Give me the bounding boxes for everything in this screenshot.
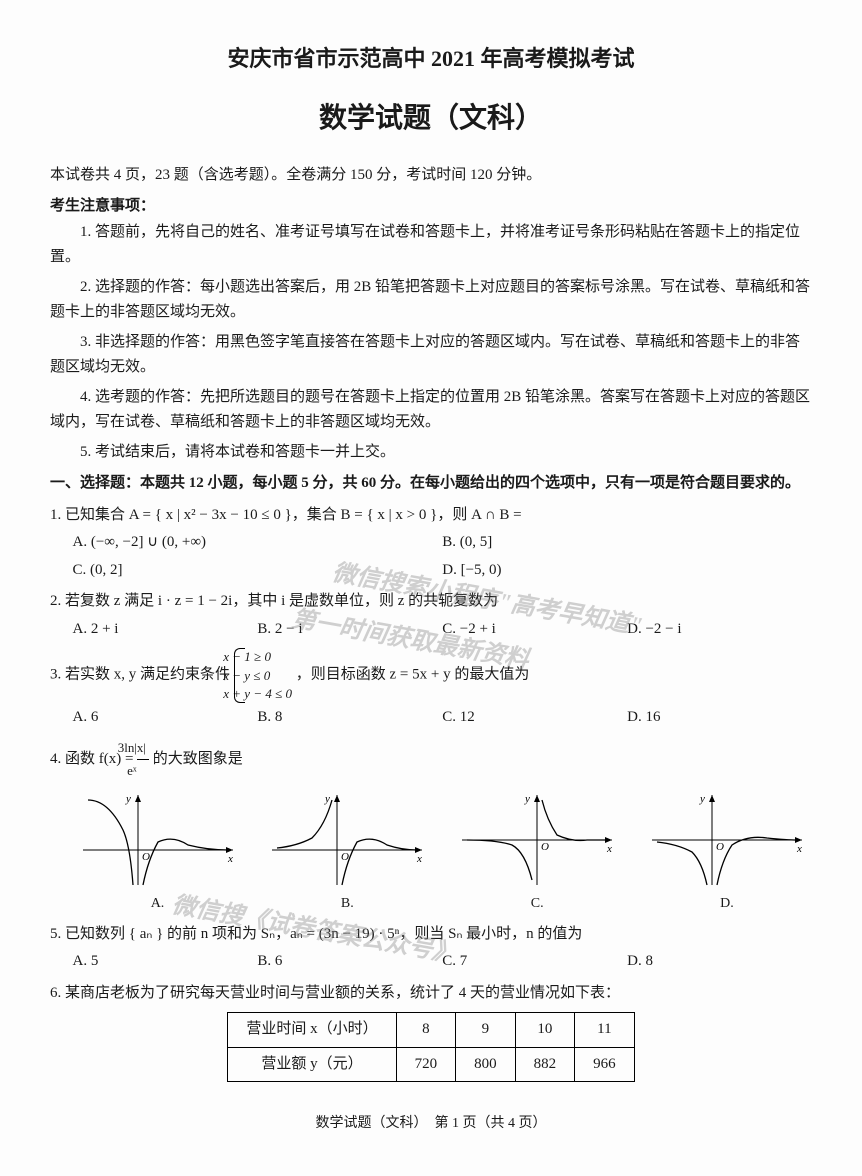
q3-stem: 3. 若实数 x, y 满足约束条件 x − 1 ≥ 0 x − y ≤ 0 x… xyxy=(50,648,812,703)
q4-label-c: C. xyxy=(452,892,622,916)
q2-stem: 2. 若复数 z 满足 i · z = 1 − 2i，其中 i 是虚数单位，则 … xyxy=(50,589,812,615)
question-6: 6. 某商店老板为了研究每天营业时间与营业额的关系，统计了 4 天的营业情况如下… xyxy=(50,981,812,1083)
svg-text:x: x xyxy=(606,843,612,855)
instruction-4: 4. 选考题的作答：先把所选题目的题号在答题卡上指定的位置用 2B 铅笔涂黑。答… xyxy=(50,385,812,436)
q6-x-1: 9 xyxy=(456,1013,516,1048)
q3-constraint-2: x − y ≤ 0 xyxy=(246,667,292,685)
q2-option-a: A. 2 + i xyxy=(73,617,258,643)
q4-label-b: B. xyxy=(262,892,432,916)
q5-option-a: A. 5 xyxy=(73,949,258,975)
q4-graph-d: O x y D. xyxy=(642,790,812,916)
q4-fraction: 3ln|x| eˣ xyxy=(137,737,149,782)
q6-y-2: 882 xyxy=(515,1047,575,1082)
q4-frac-num: 3ln|x| xyxy=(137,737,149,760)
q6-table-row-x: 营业时间 x（小时） 8 9 10 11 xyxy=(228,1013,634,1048)
instruction-2: 2. 选择题的作答：每小题选出答案后，用 2B 铅笔把答题卡上对应题目的答案标号… xyxy=(50,275,812,326)
svg-text:y: y xyxy=(699,793,705,805)
q5-option-c: C. 7 xyxy=(442,949,627,975)
q1-option-c: C. (0, 2] xyxy=(73,558,443,584)
q4-label-a: A. xyxy=(73,892,243,916)
q1-option-d: D. [−5, 0) xyxy=(442,558,812,584)
svg-text:y: y xyxy=(324,793,330,805)
q5-option-d: D. 8 xyxy=(627,949,812,975)
q6-table: 营业时间 x（小时） 8 9 10 11 营业额 y（元） 720 800 88… xyxy=(227,1012,634,1082)
svg-text:y: y xyxy=(524,793,530,805)
q6-x-0: 8 xyxy=(396,1013,456,1048)
q2-option-b: B. 2 − i xyxy=(257,617,442,643)
q1-stem: 1. 已知集合 A = { x | x² − 3x − 10 ≤ 0 }，集合 … xyxy=(50,503,812,529)
q6-row1-label: 营业时间 x（小时） xyxy=(228,1013,396,1048)
q3-constraint-1: x − 1 ≥ 0 xyxy=(246,648,292,666)
question-3: 3. 若实数 x, y 满足约束条件 x − 1 ≥ 0 x − y ≤ 0 x… xyxy=(50,648,812,730)
svg-text:O: O xyxy=(716,841,724,853)
q6-y-3: 966 xyxy=(575,1047,635,1082)
question-5: 5. 已知数列 { aₙ } 的前 n 项和为 Sₙ，aₙ = (3n − 19… xyxy=(50,922,812,975)
q4-graph-a: O x y A. xyxy=(73,790,243,916)
instruction-3: 3. 非选择题的作答：用黑色签字笔直接答在答题卡上对应的答题区域内。写在试卷、草… xyxy=(50,330,812,381)
q6-stem: 6. 某商店老板为了研究每天营业时间与营业额的关系，统计了 4 天的营业情况如下… xyxy=(50,981,812,1007)
q3-option-d: D. 16 xyxy=(627,705,812,731)
svg-text:O: O xyxy=(541,841,549,853)
q6-row2-label: 营业额 y（元） xyxy=(228,1047,396,1082)
svg-text:x: x xyxy=(416,853,422,865)
q3-option-c: C. 12 xyxy=(442,705,627,731)
q2-option-d: D. −2 − i xyxy=(627,617,812,643)
instruction-1: 1. 答题前，先将自己的姓名、准考证号填写在试卷和答题卡上，并将准考证号条形码粘… xyxy=(50,220,812,271)
q3-stem-post: ，则目标函数 z = 5x + y 的最大值为 xyxy=(296,667,530,683)
title-main: 安庆市省市示范高中 2021 年高考模拟考试 xyxy=(50,40,812,77)
q3-option-b: B. 8 xyxy=(257,705,442,731)
q6-table-row-y: 营业额 y（元） 720 800 882 966 xyxy=(228,1047,634,1082)
q6-y-1: 800 xyxy=(456,1047,516,1082)
instruction-5: 5. 考试结束后，请将本试卷和答题卡一并上交。 xyxy=(50,440,812,466)
q3-stem-pre: 3. 若实数 x, y 满足约束条件 xyxy=(50,667,234,683)
section-1-heading: 一、选择题：本题共 12 小题，每小题 5 分，共 60 分。在每小题给出的四个… xyxy=(50,471,812,497)
q5-option-b: B. 6 xyxy=(257,949,442,975)
q4-frac-den: eˣ xyxy=(137,760,149,782)
x-axis-label: x xyxy=(227,853,233,865)
q6-y-0: 720 xyxy=(396,1047,456,1082)
q6-x-3: 11 xyxy=(575,1013,635,1048)
q3-constraints: x − 1 ≥ 0 x − y ≤ 0 x + y − 4 ≤ 0 xyxy=(234,648,292,703)
q4-graphs: O x y A. O x y xyxy=(50,790,812,916)
q1-option-a: A. (−∞, −2] ∪ (0, +∞) xyxy=(73,530,443,556)
q4-stem: 4. 函数 f(x) = 3ln|x| eˣ 的大致图象是 xyxy=(50,737,812,782)
q2-option-c: C. −2 + i xyxy=(442,617,627,643)
notice-heading: 考生注意事项： xyxy=(50,194,812,220)
q3-constraint-3: x + y − 4 ≤ 0 xyxy=(246,685,292,703)
q4-graph-c: O x y C. xyxy=(452,790,622,916)
q3-option-a: A. 6 xyxy=(73,705,258,731)
page-footer: 数学试题（文科） 第 1 页（共 4 页） xyxy=(50,1112,812,1136)
question-4: 4. 函数 f(x) = 3ln|x| eˣ 的大致图象是 O x y xyxy=(50,737,812,916)
q4-stem-post: 的大致图象是 xyxy=(153,751,243,767)
q1-option-b: B. (0, 5] xyxy=(442,530,812,556)
q6-x-2: 10 xyxy=(515,1013,575,1048)
question-1: 1. 已知集合 A = { x | x² − 3x − 10 ≤ 0 }，集合 … xyxy=(50,503,812,584)
q4-graph-b: O x y B. xyxy=(262,790,432,916)
q5-stem: 5. 已知数列 { aₙ } 的前 n 项和为 Sₙ，aₙ = (3n − 19… xyxy=(50,922,812,948)
page: 微信搜索小程序"高考早知道" 第一时间获取最新资料 微信搜《试卷答案公众号》 安… xyxy=(50,40,812,1136)
svg-text:x: x xyxy=(796,843,802,855)
question-2: 2. 若复数 z 满足 i · z = 1 − 2i，其中 i 是虚数单位，则 … xyxy=(50,589,812,642)
intro-line: 本试卷共 4 页，23 题（含选考题）。全卷满分 150 分，考试时间 120 … xyxy=(50,163,812,189)
y-axis-label: y xyxy=(125,793,131,805)
title-sub: 数学试题（文科） xyxy=(50,95,812,143)
q4-label-d: D. xyxy=(642,892,812,916)
